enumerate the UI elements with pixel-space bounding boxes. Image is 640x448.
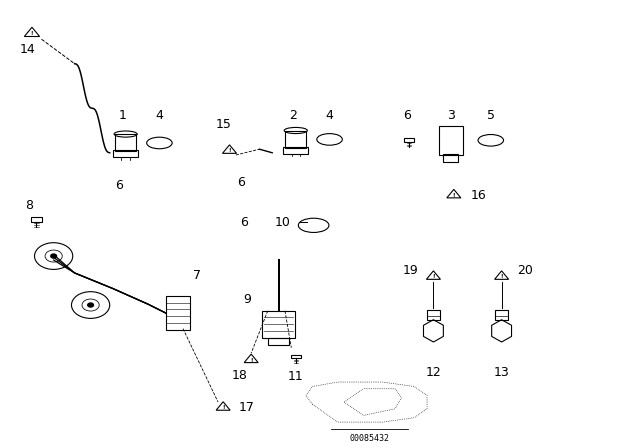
Text: 8: 8 <box>26 198 34 211</box>
Text: 6: 6 <box>403 108 411 121</box>
Circle shape <box>88 303 93 307</box>
Text: 2: 2 <box>289 108 297 121</box>
Text: 17: 17 <box>239 401 254 414</box>
Text: 3: 3 <box>447 108 454 121</box>
Bar <box>31 217 42 222</box>
Text: 1: 1 <box>118 109 126 122</box>
Bar <box>444 154 458 162</box>
Text: 6: 6 <box>237 176 245 189</box>
Text: 13: 13 <box>493 366 509 379</box>
Text: 12: 12 <box>426 366 442 379</box>
Text: 4: 4 <box>326 108 333 121</box>
Bar <box>438 126 463 155</box>
Bar <box>268 337 289 345</box>
Text: !: ! <box>31 31 33 36</box>
Circle shape <box>51 254 56 258</box>
Text: 4: 4 <box>156 109 163 122</box>
Bar <box>291 354 301 358</box>
Text: 7: 7 <box>193 269 200 282</box>
Text: !: ! <box>500 275 503 280</box>
Text: 18: 18 <box>232 369 248 382</box>
Bar <box>427 310 440 320</box>
Text: 16: 16 <box>470 189 486 202</box>
Text: 6: 6 <box>241 216 248 229</box>
Text: !: ! <box>250 358 252 363</box>
Text: 19: 19 <box>403 264 418 277</box>
Text: 15: 15 <box>215 117 231 130</box>
Text: 14: 14 <box>19 43 35 56</box>
Text: 11: 11 <box>288 370 303 383</box>
Bar <box>285 130 307 148</box>
Text: 10: 10 <box>274 216 290 229</box>
Bar <box>495 310 508 320</box>
Bar <box>166 296 190 330</box>
Text: !: ! <box>452 193 455 198</box>
Text: 5: 5 <box>487 108 495 121</box>
Text: 20: 20 <box>518 264 533 277</box>
Bar <box>262 311 295 337</box>
Bar <box>283 147 308 154</box>
Bar <box>404 138 414 142</box>
Text: 9: 9 <box>243 293 251 306</box>
Text: 6: 6 <box>115 180 124 193</box>
Bar <box>115 134 136 151</box>
Text: !: ! <box>222 405 225 410</box>
Text: 00085432: 00085432 <box>349 434 390 443</box>
Text: !: ! <box>228 148 231 154</box>
Text: !: ! <box>432 275 435 280</box>
Bar <box>113 151 138 157</box>
